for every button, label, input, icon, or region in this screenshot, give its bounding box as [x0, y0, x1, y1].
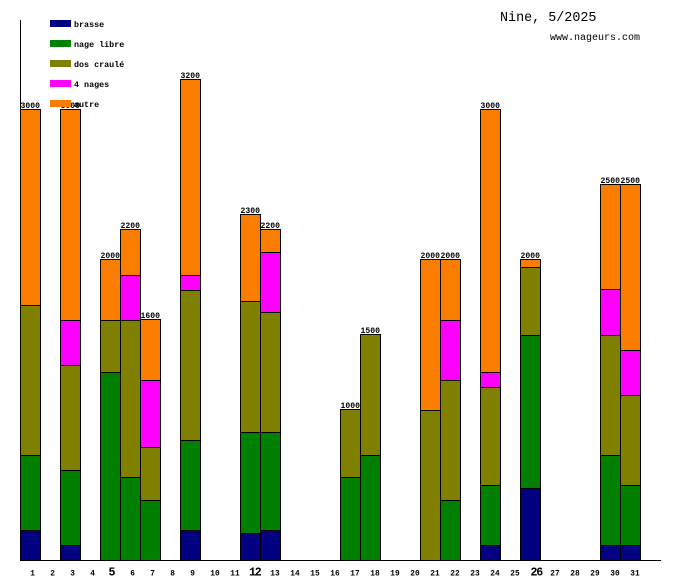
svg-text:26: 26 — [531, 567, 544, 580]
svg-text:11: 11 — [230, 571, 240, 579]
svg-text:21: 21 — [430, 571, 440, 579]
svg-text:www.nageurs.com: www.nageurs.com — [550, 33, 640, 44]
svg-text:3000: 3000 — [21, 102, 41, 111]
svg-text:brasse: brasse — [74, 20, 104, 30]
svg-text:1500: 1500 — [361, 327, 381, 336]
svg-text:15: 15 — [310, 571, 320, 579]
svg-text:25: 25 — [510, 571, 520, 579]
svg-text:23: 23 — [470, 571, 480, 579]
svg-text:20: 20 — [410, 571, 420, 579]
svg-text:Nine, 5/2025: Nine, 5/2025 — [500, 11, 596, 26]
svg-text:18: 18 — [370, 571, 380, 579]
svg-text:6: 6 — [130, 571, 135, 579]
svg-text:5: 5 — [109, 567, 116, 580]
svg-text:28: 28 — [570, 571, 580, 579]
svg-text:16: 16 — [330, 571, 340, 579]
svg-text:dos craulé: dos craulé — [74, 60, 124, 70]
svg-text:13: 13 — [270, 571, 280, 579]
svg-text:3: 3 — [70, 571, 75, 579]
svg-text:31: 31 — [630, 571, 640, 579]
svg-text:autre: autre — [74, 100, 99, 110]
svg-text:29: 29 — [590, 571, 600, 579]
svg-text:2500: 2500 — [601, 177, 621, 186]
svg-text:12: 12 — [249, 567, 262, 580]
svg-text:3000: 3000 — [481, 102, 501, 111]
svg-text:4: 4 — [90, 571, 95, 579]
svg-text:19: 19 — [390, 571, 400, 579]
svg-text:nage libre: nage libre — [74, 40, 124, 50]
svg-text:8: 8 — [170, 571, 175, 579]
svg-text:2000: 2000 — [521, 252, 541, 261]
svg-text:2200: 2200 — [261, 222, 281, 231]
svg-text:2000: 2000 — [101, 252, 121, 261]
svg-text:1: 1 — [30, 571, 35, 579]
svg-text:14: 14 — [290, 571, 300, 579]
svg-text:2: 2 — [50, 571, 55, 579]
svg-text:1600: 1600 — [141, 312, 161, 321]
svg-text:27: 27 — [550, 571, 560, 579]
svg-text:2300: 2300 — [241, 207, 261, 216]
svg-text:4 nages: 4 nages — [74, 80, 109, 90]
svg-text:3200: 3200 — [181, 72, 201, 81]
svg-text:9: 9 — [190, 571, 195, 579]
svg-text:17: 17 — [350, 571, 360, 579]
svg-text:1000: 1000 — [341, 402, 361, 411]
svg-text:10: 10 — [210, 571, 220, 579]
svg-text:24: 24 — [490, 571, 500, 579]
svg-text:2200: 2200 — [121, 222, 141, 231]
svg-text:2000: 2000 — [441, 252, 461, 261]
svg-text:30: 30 — [610, 571, 620, 579]
svg-text:2500: 2500 — [621, 177, 641, 186]
svg-text:2000: 2000 — [421, 252, 441, 261]
svg-text:7: 7 — [150, 571, 155, 579]
svg-text:22: 22 — [450, 571, 460, 579]
